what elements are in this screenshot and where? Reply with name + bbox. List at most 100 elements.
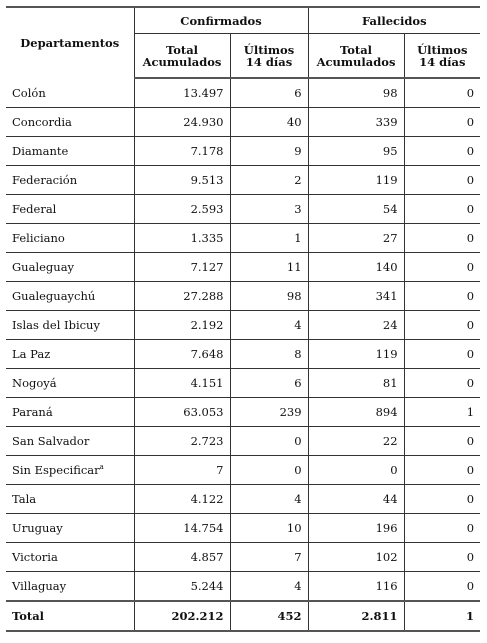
department-name: Islas del Ibicuy [6, 311, 134, 340]
department-label: Uruguay [12, 521, 63, 535]
confirmados-14dias-cell: 6 [229, 368, 309, 398]
table-row: La Paz 7.648 8 119 0 [6, 339, 481, 369]
department-label: Tala [12, 492, 37, 506]
fallecidos-total-cell: 27 [307, 223, 405, 253]
table-row: Victoria 4.857 7 102 0 [6, 542, 481, 572]
department-label: Colón [12, 85, 46, 100]
covid-departments-table: Departamentos Confirmados Fallecidos Tot… [6, 6, 481, 632]
department-label: Islas del Ibicuy [12, 318, 100, 332]
fallecidos-14dias-cell: 0 [403, 310, 481, 340]
fallecidos-total-cell: 98 [307, 78, 405, 108]
table-row: Villaguay 5.244 4 116 0 [6, 571, 481, 602]
fallecidos-total-cell: 0 [307, 455, 405, 485]
fallecidos-total-cell: 95 [307, 136, 405, 166]
fallecidos-14dias-cell: 0 [403, 165, 481, 195]
department-name: Gualeguaychú [6, 282, 134, 311]
confirmados-total-cell: 24.930 [133, 107, 230, 137]
department-label: Victoria [12, 550, 58, 564]
total-fallecidos-14dias: 1 [403, 601, 481, 631]
table-row: Uruguay 14.754 10 196 0 [6, 513, 481, 543]
confirmados-14dias-cell: 239 [229, 397, 309, 427]
department-name: Victoria [6, 543, 134, 572]
department-label: Federal [12, 202, 57, 216]
total-row: Total 202.212 452 2.811 1 [6, 601, 481, 631]
confirmados-14dias-cell: 9 [229, 136, 309, 166]
fallecidos-total-cell: 116 [307, 571, 405, 601]
fallecidos-total-cell: 140 [307, 252, 405, 282]
confirmados-total-cell: 2.593 [133, 194, 230, 224]
table-row: Gualeguay 7.127 11 140 0 [6, 252, 481, 282]
confirmados-14dias-cell: 4 [229, 571, 309, 601]
fallecidos-14dias-cell: 1 [403, 397, 481, 427]
department-label: Federación [12, 173, 78, 187]
department-label: Feliciano [12, 231, 65, 245]
confirmados-total-cell: 14.754 [133, 513, 230, 543]
department-name: Diamante [6, 137, 134, 166]
fallecidos-14dias-cell: 0 [403, 223, 481, 253]
fallecidos-14dias-cell: 0 [403, 484, 481, 514]
department-label: San Salvador [12, 434, 90, 448]
fallecidos-14dias-cell: 0 [403, 252, 481, 282]
header-confirmados: Confirmados [133, 7, 309, 34]
department-name: Uruguay [6, 514, 134, 543]
fallecidos-14dias-cell: 0 [403, 107, 481, 137]
department-label: Villaguay [12, 579, 67, 593]
confirmados-total-cell: 4.857 [133, 542, 230, 572]
fallecidos-total-cell: 119 [307, 165, 405, 195]
department-label: Paraná [12, 405, 53, 419]
fallecidos-14dias-cell: 0 [403, 426, 481, 456]
subheader-confirmados-total: Total Acumulados [133, 33, 230, 79]
total-label: Total [12, 609, 45, 623]
department-name: La Paz [6, 340, 134, 369]
fallecidos-14dias-cell: 0 [403, 368, 481, 398]
fallecidos-total-cell: 22 [307, 426, 405, 456]
confirmados-14dias-cell: 98 [229, 281, 309, 311]
department-label: Diamante [12, 144, 69, 158]
confirmados-14dias-cell: 0 [229, 426, 309, 456]
confirmados-total-cell: 7.127 [133, 252, 230, 282]
department-label: Nogoyá [12, 376, 57, 390]
covid-departments-table-container: Departamentos Confirmados Fallecidos Tot… [6, 6, 481, 632]
confirmados-total-cell: 7 [133, 455, 230, 485]
subheader-fallecidos-14dias: Últimos 14 días [403, 33, 481, 79]
header-fallecidos: Fallecidos [307, 7, 481, 34]
confirmados-total-cell: 2.723 [133, 426, 230, 456]
total-confirmados-14dias: 452 [229, 601, 309, 631]
fallecidos-total-cell: 339 [307, 107, 405, 137]
fallecidos-total-cell: 119 [307, 339, 405, 369]
table-row: Nogoyá 4.151 6 81 0 [6, 368, 481, 398]
table-row: Feliciano 1.335 1 27 0 [6, 223, 481, 253]
confirmados-14dias-cell: 4 [229, 484, 309, 514]
department-name: Federación [6, 166, 134, 195]
fallecidos-14dias-cell: 0 [403, 281, 481, 311]
table-row: Paraná 63.053 239 894 1 [6, 397, 481, 427]
confirmados-total-cell: 9.513 [133, 165, 230, 195]
confirmados-14dias-cell: 8 [229, 339, 309, 369]
department-name: Villaguay [6, 572, 134, 602]
confirmados-14dias-cell: 6 [229, 78, 309, 108]
subheader-fallecidos-total: Total Acumulados [307, 33, 405, 79]
fallecidos-total-cell: 81 [307, 368, 405, 398]
department-name: San Salvador [6, 427, 134, 456]
table-row: Islas del Ibicuy 2.192 4 24 0 [6, 310, 481, 340]
department-label: Gualeguaychú [12, 289, 96, 303]
confirmados-total-cell: 2.192 [133, 310, 230, 340]
confirmados-total-cell: 4.122 [133, 484, 230, 514]
table-row: Gualeguaychú 27.288 98 341 0 [6, 281, 481, 311]
table-row: Federación 9.513 2 119 0 [6, 165, 481, 195]
fallecidos-total-cell: 196 [307, 513, 405, 543]
subheader-confirmados-14dias: Últimos 14 días [229, 33, 309, 79]
header-departamentos: Departamentos [20, 36, 120, 50]
table-row: Federal 2.593 3 54 0 [6, 194, 481, 224]
fallecidos-14dias-cell: 0 [403, 571, 481, 601]
table-row: San Salvador 2.723 0 22 0 [6, 426, 481, 456]
department-name: Sin Especificara [6, 456, 134, 485]
confirmados-total-cell: 7.178 [133, 136, 230, 166]
total-confirmados-total: 202.212 [133, 601, 230, 631]
department-name: Paraná [6, 398, 134, 427]
fallecidos-14dias-cell: 0 [403, 78, 481, 108]
fallecidos-total-cell: 341 [307, 281, 405, 311]
table-row: Colón 13.497 6 98 0 [6, 78, 481, 108]
confirmados-14dias-cell: 7 [229, 542, 309, 572]
department-name: Nogoyá [6, 369, 134, 398]
